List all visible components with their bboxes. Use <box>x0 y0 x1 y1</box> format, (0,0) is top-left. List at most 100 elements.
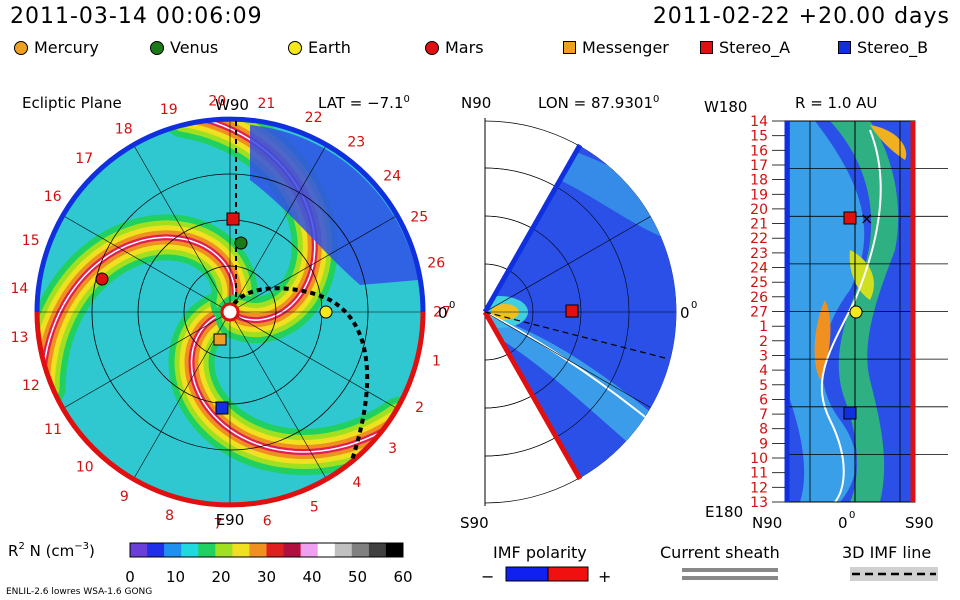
colorbar-scale <box>129 542 404 558</box>
current-sheath-line-1 <box>682 568 778 572</box>
sun-icon <box>220 302 240 322</box>
earth-imf-line <box>228 286 370 461</box>
sphere-rotation-label: 4 <box>759 363 768 379</box>
colorbar: R2 N (cm−3) 0 10 20 30 40 50 60 <box>8 541 413 586</box>
stereo-a-marker-icon <box>700 41 713 54</box>
current-sheath-0 <box>190 314 402 453</box>
rotation-label: 2 <box>415 400 424 416</box>
meridional-s90-label: S90 <box>460 514 489 532</box>
colorbar-tick-label: 50 <box>348 568 367 586</box>
imf-polarity-title: IMF polarity <box>493 543 587 562</box>
ecliptic-title: Ecliptic Plane <box>22 94 122 112</box>
colorbar-tick-label: 0 <box>125 568 135 586</box>
colorbar-tick-label: 40 <box>302 568 321 586</box>
mars-marker-icon <box>425 40 439 55</box>
legend-venus: Venus <box>150 38 218 57</box>
meridional-inner-ring-1 <box>484 215 582 409</box>
colorbar-tick-label: 60 <box>393 568 412 586</box>
colorbar-cell <box>283 543 302 557</box>
low-density-region <box>250 125 418 285</box>
legend-messenger: Messenger <box>563 38 669 57</box>
rotation-label: 27 <box>433 305 451 321</box>
messenger-marker <box>213 333 227 346</box>
rotation-label: 4 <box>352 475 361 491</box>
sphere-w180-label: W180 <box>704 98 748 116</box>
messenger-marker-icon <box>563 41 576 54</box>
sphere-rotation-label: 8 <box>759 422 768 438</box>
sphere-rotation-label: 19 <box>750 187 768 203</box>
meridional-inner-ring-0 <box>484 263 534 361</box>
sphere-rotation-label: 17 <box>750 158 768 174</box>
rotation-label: 11 <box>44 422 62 438</box>
ecliptic-rotation-labels: 20 21222324252627123456789101112131415161… <box>10 93 450 532</box>
sphere-stereo-a-marker <box>843 211 857 225</box>
colorbar-cell <box>300 543 319 557</box>
ecliptic-spoke-2 <box>229 311 327 480</box>
sphere-e180-label: E180 <box>705 503 743 521</box>
sphere-rotation-label: 22 <box>750 231 768 247</box>
colorbar-ticks: 0 10 20 30 40 50 60 <box>125 568 412 586</box>
ecliptic-panel: 20 21222324252627123456789101112131415161… <box>10 93 455 532</box>
lat-label: LAT = −7.10 <box>318 94 410 112</box>
colorbar-label: R2 N (cm−3) <box>8 541 95 560</box>
rotation-label: 18 <box>115 122 133 138</box>
polarity-negative-swatch <box>505 566 549 582</box>
rotation-label: 3 <box>388 441 397 457</box>
sphere-n90-label: N90 <box>752 514 782 532</box>
rotation-label: 7 <box>214 517 223 533</box>
mars-marker <box>95 272 109 286</box>
sphere-rotation-label: 5 <box>759 378 768 394</box>
rotation-label: 19 <box>160 102 178 118</box>
imf-polarity-legend: IMF polarity − + <box>481 543 611 586</box>
ecliptic-spoke-5 <box>62 311 231 409</box>
ecliptic-spoke-10 <box>229 144 327 313</box>
polarity-minus-label: − <box>481 567 494 586</box>
earth-marker <box>319 305 333 319</box>
sphere-stereo-b-marker <box>843 406 857 420</box>
venus-marker <box>234 236 248 250</box>
meridional-top-label: N90 <box>461 94 492 112</box>
rotation-label: 14 <box>10 281 28 297</box>
meridional-panel: 0 0 S90 <box>460 118 697 532</box>
legend-stereo-b: Stereo_B <box>838 38 928 57</box>
sphere-zero-label: 0 <box>838 514 848 532</box>
sphere-rotation-label: 11 <box>750 466 768 482</box>
sphere-rotation-label: 10 <box>750 451 768 467</box>
rotation-label: 15 <box>22 233 40 249</box>
colorbar-cell <box>351 543 370 557</box>
rotation-label: 26 <box>427 256 445 272</box>
colorbar-tick-label: 10 <box>166 568 185 586</box>
sphere-rotation-label: 15 <box>750 129 768 145</box>
sphere-rotation-label: 12 <box>750 480 768 496</box>
colorbar-cell <box>130 543 148 557</box>
rotation-label: 23 <box>347 135 365 151</box>
meridional-zero-deg: 0 <box>691 300 697 311</box>
meridional-inner-ring-2 <box>484 167 630 457</box>
legend-mercury: Mercury <box>14 38 99 57</box>
sphere-earth-marker <box>849 305 863 319</box>
sphere-rotation-labels: 1415161718192021222324252627123456789101… <box>750 114 785 511</box>
colorbar-cell <box>385 543 404 557</box>
sphere-title: R = 1.0 AU <box>795 94 878 112</box>
imf-line-title: 3D IMF line <box>842 543 931 562</box>
colorbar-cell <box>232 543 250 557</box>
colorbar-cell <box>317 543 336 557</box>
ecliptic-e90-label: E90 <box>216 511 245 529</box>
colorbar-cell <box>147 543 165 557</box>
rotation-label: 5 <box>310 500 319 516</box>
sphere-rotation-label: 13 <box>750 495 768 511</box>
ecliptic-spoke-8 <box>133 144 231 313</box>
colorbar-cell <box>334 543 353 557</box>
rotation-label: 1 <box>432 354 441 370</box>
colorbar-frame <box>129 542 404 558</box>
sphere-cross-icon: × <box>860 209 873 228</box>
rotation-label: 6 <box>263 514 272 530</box>
colorbar-cell <box>215 543 233 557</box>
sphere-rotation-label: 25 <box>750 275 768 291</box>
colorbar-cell <box>164 543 182 557</box>
legend-earth: Earth <box>288 38 351 57</box>
ecliptic-spoke-1 <box>229 311 398 409</box>
model-run-label: 2011-02-22 +20.00 days <box>652 4 950 29</box>
sphere-rotation-label: 21 <box>750 217 768 233</box>
colorbar-cell <box>181 543 199 557</box>
